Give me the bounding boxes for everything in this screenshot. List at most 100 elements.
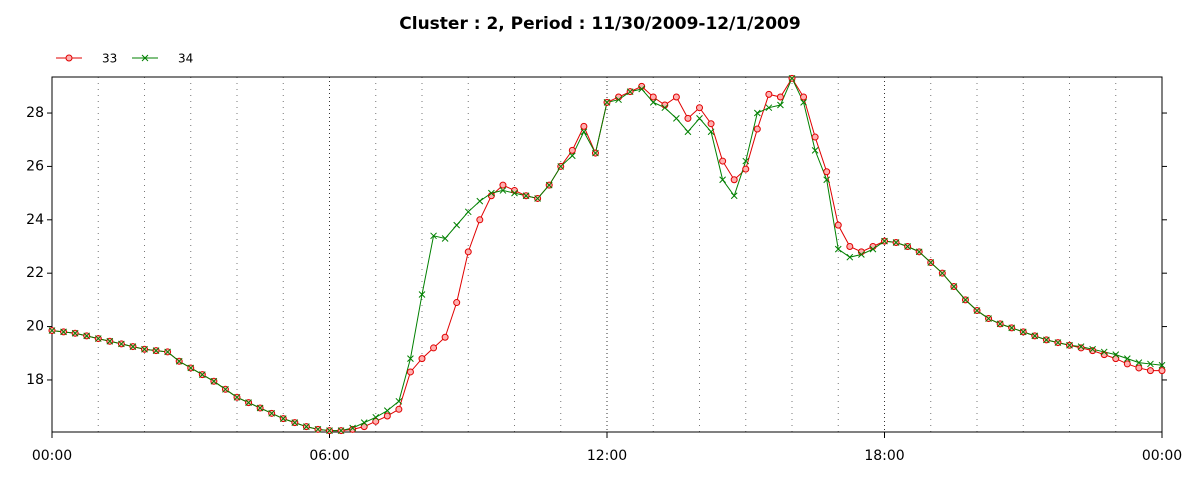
point <box>649 99 657 106</box>
point <box>557 163 565 170</box>
point <box>800 99 807 106</box>
x-tick-label: 06:00 <box>309 448 349 464</box>
point <box>1008 324 1016 332</box>
point <box>141 345 148 353</box>
point <box>1043 336 1050 344</box>
point <box>1089 345 1096 353</box>
point <box>1054 339 1062 346</box>
point <box>372 413 380 421</box>
point <box>1031 332 1039 340</box>
point <box>892 239 900 246</box>
point <box>615 96 622 104</box>
point <box>638 85 646 93</box>
point <box>187 364 195 372</box>
point <box>441 235 449 242</box>
y-tick-label: 22 <box>26 265 44 281</box>
point <box>1135 364 1143 372</box>
point <box>395 397 403 405</box>
legend-label: 33 <box>102 52 117 66</box>
point <box>337 427 345 435</box>
x-tick-label: 00:00 <box>1142 448 1182 464</box>
point <box>545 181 553 189</box>
point <box>869 245 877 253</box>
point <box>522 192 530 200</box>
point <box>950 283 958 290</box>
point <box>742 165 750 173</box>
point <box>915 248 923 256</box>
point <box>198 371 206 378</box>
point <box>1135 359 1143 366</box>
point <box>823 168 831 176</box>
point <box>326 427 333 435</box>
point <box>834 245 842 253</box>
point <box>603 99 611 106</box>
point <box>291 419 299 427</box>
point <box>881 237 888 245</box>
point <box>94 335 102 342</box>
point <box>499 187 507 194</box>
point <box>1123 360 1131 368</box>
point <box>534 195 541 202</box>
y-tick-label: 18 <box>26 372 44 388</box>
point <box>441 333 449 341</box>
legend-label: 34 <box>178 52 193 66</box>
point <box>279 415 287 423</box>
point <box>453 299 461 307</box>
legend-marker <box>141 54 149 62</box>
point <box>580 128 588 136</box>
x-tick-label: 18:00 <box>864 448 904 464</box>
point <box>834 221 842 229</box>
point <box>268 409 276 417</box>
x-tick-label: 12:00 <box>587 448 627 464</box>
y-tick-label: 24 <box>26 212 44 228</box>
chart-title: Cluster : 2, Period : 11/30/2009-12/1/20… <box>399 14 800 34</box>
point <box>314 425 322 433</box>
point <box>776 93 784 101</box>
plot-frame <box>51 76 1163 433</box>
point <box>407 355 414 362</box>
point <box>1147 360 1154 368</box>
point <box>210 377 218 385</box>
point <box>256 404 264 412</box>
point <box>568 146 576 154</box>
point <box>592 149 599 157</box>
point <box>71 329 79 337</box>
point <box>730 176 738 184</box>
point <box>303 423 310 431</box>
point <box>418 355 426 363</box>
point <box>1100 348 1108 356</box>
point <box>118 340 125 348</box>
point <box>938 269 946 277</box>
point <box>719 157 727 165</box>
point <box>788 74 796 82</box>
point <box>765 90 773 98</box>
point <box>649 93 657 101</box>
point <box>626 88 634 96</box>
point <box>1077 343 1085 350</box>
point <box>406 368 414 376</box>
point <box>383 407 391 415</box>
point <box>684 114 692 122</box>
point <box>430 232 437 240</box>
legend-marker <box>65 54 73 62</box>
point <box>753 109 761 117</box>
point <box>175 357 183 365</box>
point <box>696 104 703 112</box>
point <box>488 189 495 197</box>
point <box>985 315 992 322</box>
point <box>360 419 368 427</box>
point <box>742 157 750 165</box>
point <box>464 248 472 256</box>
point <box>696 115 703 122</box>
point <box>765 104 773 112</box>
point <box>811 133 819 141</box>
point <box>1112 355 1120 363</box>
point <box>568 152 576 160</box>
point <box>476 216 484 224</box>
point <box>222 385 229 393</box>
x-tick-label: 00:00 <box>32 448 72 464</box>
point <box>1146 367 1154 375</box>
y-tick-label: 20 <box>26 319 44 335</box>
point <box>1077 344 1085 352</box>
